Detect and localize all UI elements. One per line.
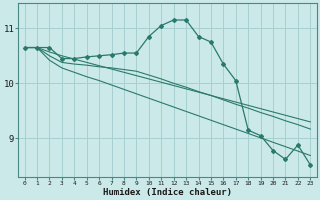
X-axis label: Humidex (Indice chaleur): Humidex (Indice chaleur) [103, 188, 232, 197]
